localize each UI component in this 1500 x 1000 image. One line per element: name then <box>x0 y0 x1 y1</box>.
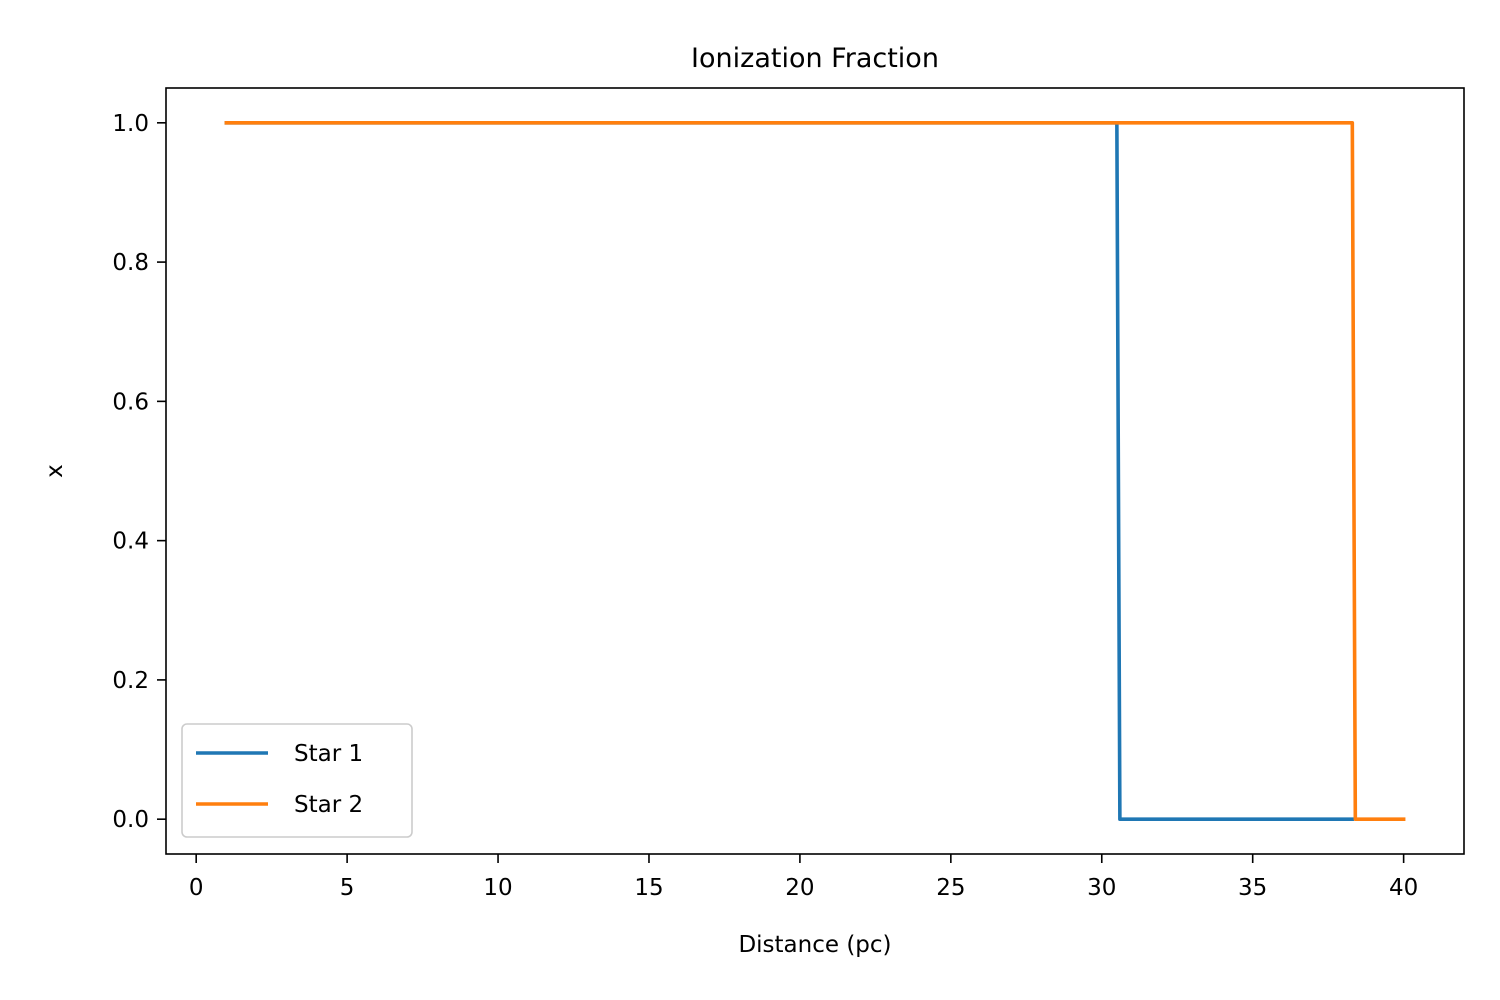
chart-title: Ionization Fraction <box>691 43 939 74</box>
x-tick-label: 0 <box>189 875 204 901</box>
x-tick-label: 25 <box>936 875 965 901</box>
legend-label: Star 1 <box>294 741 363 767</box>
x-tick-label: 10 <box>483 875 512 901</box>
plot-frame <box>165 87 1465 855</box>
y-axis-ticks: 0.0 0.2 0.4 0.6 0.8 1.0 <box>112 111 166 833</box>
y-tick-label: 0.6 <box>112 389 149 415</box>
y-tick-label: 0.4 <box>112 529 149 555</box>
x-tick-label: 15 <box>634 875 663 901</box>
legend-label: Star 2 <box>294 792 363 818</box>
plot-lines <box>224 121 1406 821</box>
x-tick-label: 20 <box>785 875 814 901</box>
x-tick-label: 40 <box>1389 875 1418 901</box>
series-line-star-2 <box>224 121 1406 821</box>
y-tick-label: 0.8 <box>112 250 149 276</box>
y-tick-label: 1.0 <box>112 111 149 137</box>
x-tick-label: 35 <box>1238 875 1267 901</box>
x-tick-label: 5 <box>340 875 355 901</box>
x-axis-label: Distance (pc) <box>738 932 891 958</box>
legend: Star 1 Star 2 <box>181 723 413 838</box>
y-tick-label: 0.0 <box>112 807 149 833</box>
x-tick-label: 30 <box>1087 875 1116 901</box>
y-tick-label: 0.2 <box>112 668 149 694</box>
x-axis-ticks: 0 5 10 15 20 25 30 35 40 <box>189 854 1418 901</box>
series-line-star-1 <box>224 121 1355 821</box>
y-axis-label: x <box>42 464 68 478</box>
